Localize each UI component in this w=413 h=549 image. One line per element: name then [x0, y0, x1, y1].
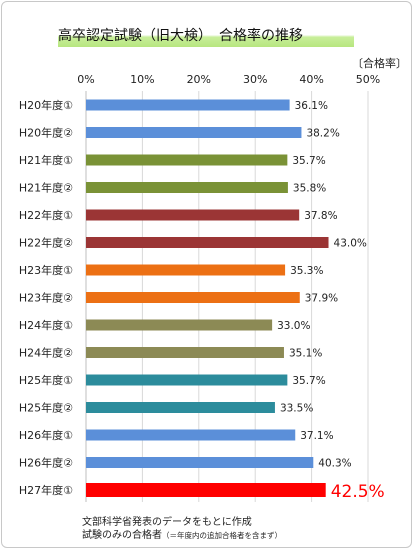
x-tick-label: 30% [243, 73, 267, 86]
bar [86, 347, 284, 358]
category-label: H24年度② [19, 346, 73, 360]
category-label: H26年度② [19, 456, 73, 470]
category-label: H21年度② [19, 181, 73, 195]
value-label: 35.7% [292, 375, 325, 387]
chart-title: 高卒認定試験（旧大検） 合格率の推移 [58, 28, 303, 44]
bar [86, 127, 302, 138]
unit-label: 〔合格率〕 [352, 57, 407, 70]
value-label: 35.3% [290, 265, 323, 277]
source-note: 文部科学省発表のデータをもとに作成 試験のみの合格者（＝年度内の追加合格者を含ま… [82, 516, 282, 542]
bar [86, 209, 300, 221]
source-line-2: 試験のみの合格者（＝年度内の追加合格者を含まず） [82, 529, 282, 542]
bar [86, 292, 300, 303]
source-line-1: 文部科学省発表のデータをもとに作成 [82, 517, 252, 528]
value-label: 35.8% [293, 183, 326, 195]
category-label: H23年度② [19, 291, 73, 305]
bar [86, 457, 314, 468]
title-highlight: 高卒認定試験（旧大検） 合格率の推移 [58, 25, 354, 47]
category-label: H21年度① [19, 153, 73, 167]
bar [86, 483, 326, 497]
bar [86, 154, 288, 166]
x-tick-label: 40% [299, 73, 323, 86]
bar [86, 182, 288, 193]
category-label: H20年度① [19, 98, 73, 112]
category-label: H26年度① [19, 428, 73, 442]
value-label: 40.3% [318, 458, 351, 470]
value-label: 38.2% [306, 128, 339, 140]
value-label: 35.1% [289, 348, 322, 360]
bar [86, 319, 273, 331]
value-label: 37.1% [300, 430, 333, 442]
category-label: H20年度② [19, 126, 73, 140]
category-label: H22年度② [19, 236, 73, 250]
value-label: 35.7% [292, 155, 325, 167]
bar [86, 374, 288, 386]
x-tick-label: 50% [356, 73, 380, 86]
x-tick-label: 10% [130, 73, 154, 86]
bar [86, 429, 296, 441]
value-label: 33.5% [280, 403, 313, 415]
source-line-2-note: （＝年度内の追加合格者を含まず） [162, 531, 282, 540]
category-label: H24年度① [19, 318, 73, 332]
value-label: 37.8% [304, 210, 337, 222]
bar [86, 264, 286, 276]
bar [86, 402, 275, 413]
category-label: H25年度② [19, 401, 73, 415]
category-label: H27年度① [19, 483, 73, 497]
value-label: 42.5% [331, 482, 385, 502]
value-label: 36.1% [295, 100, 328, 112]
category-label: H25年度① [19, 373, 73, 387]
source-line-2-main: 試験のみの合格者 [82, 530, 162, 541]
category-label: H23年度① [19, 263, 73, 277]
category-label: H22年度① [19, 208, 73, 222]
x-tick-label: 20% [187, 73, 211, 86]
value-label: 33.0% [277, 320, 310, 332]
bar [86, 237, 329, 248]
value-label: 37.9% [305, 293, 338, 305]
bar [86, 99, 290, 111]
value-label: 43.0% [334, 238, 367, 250]
x-tick-label: 0% [77, 73, 94, 86]
